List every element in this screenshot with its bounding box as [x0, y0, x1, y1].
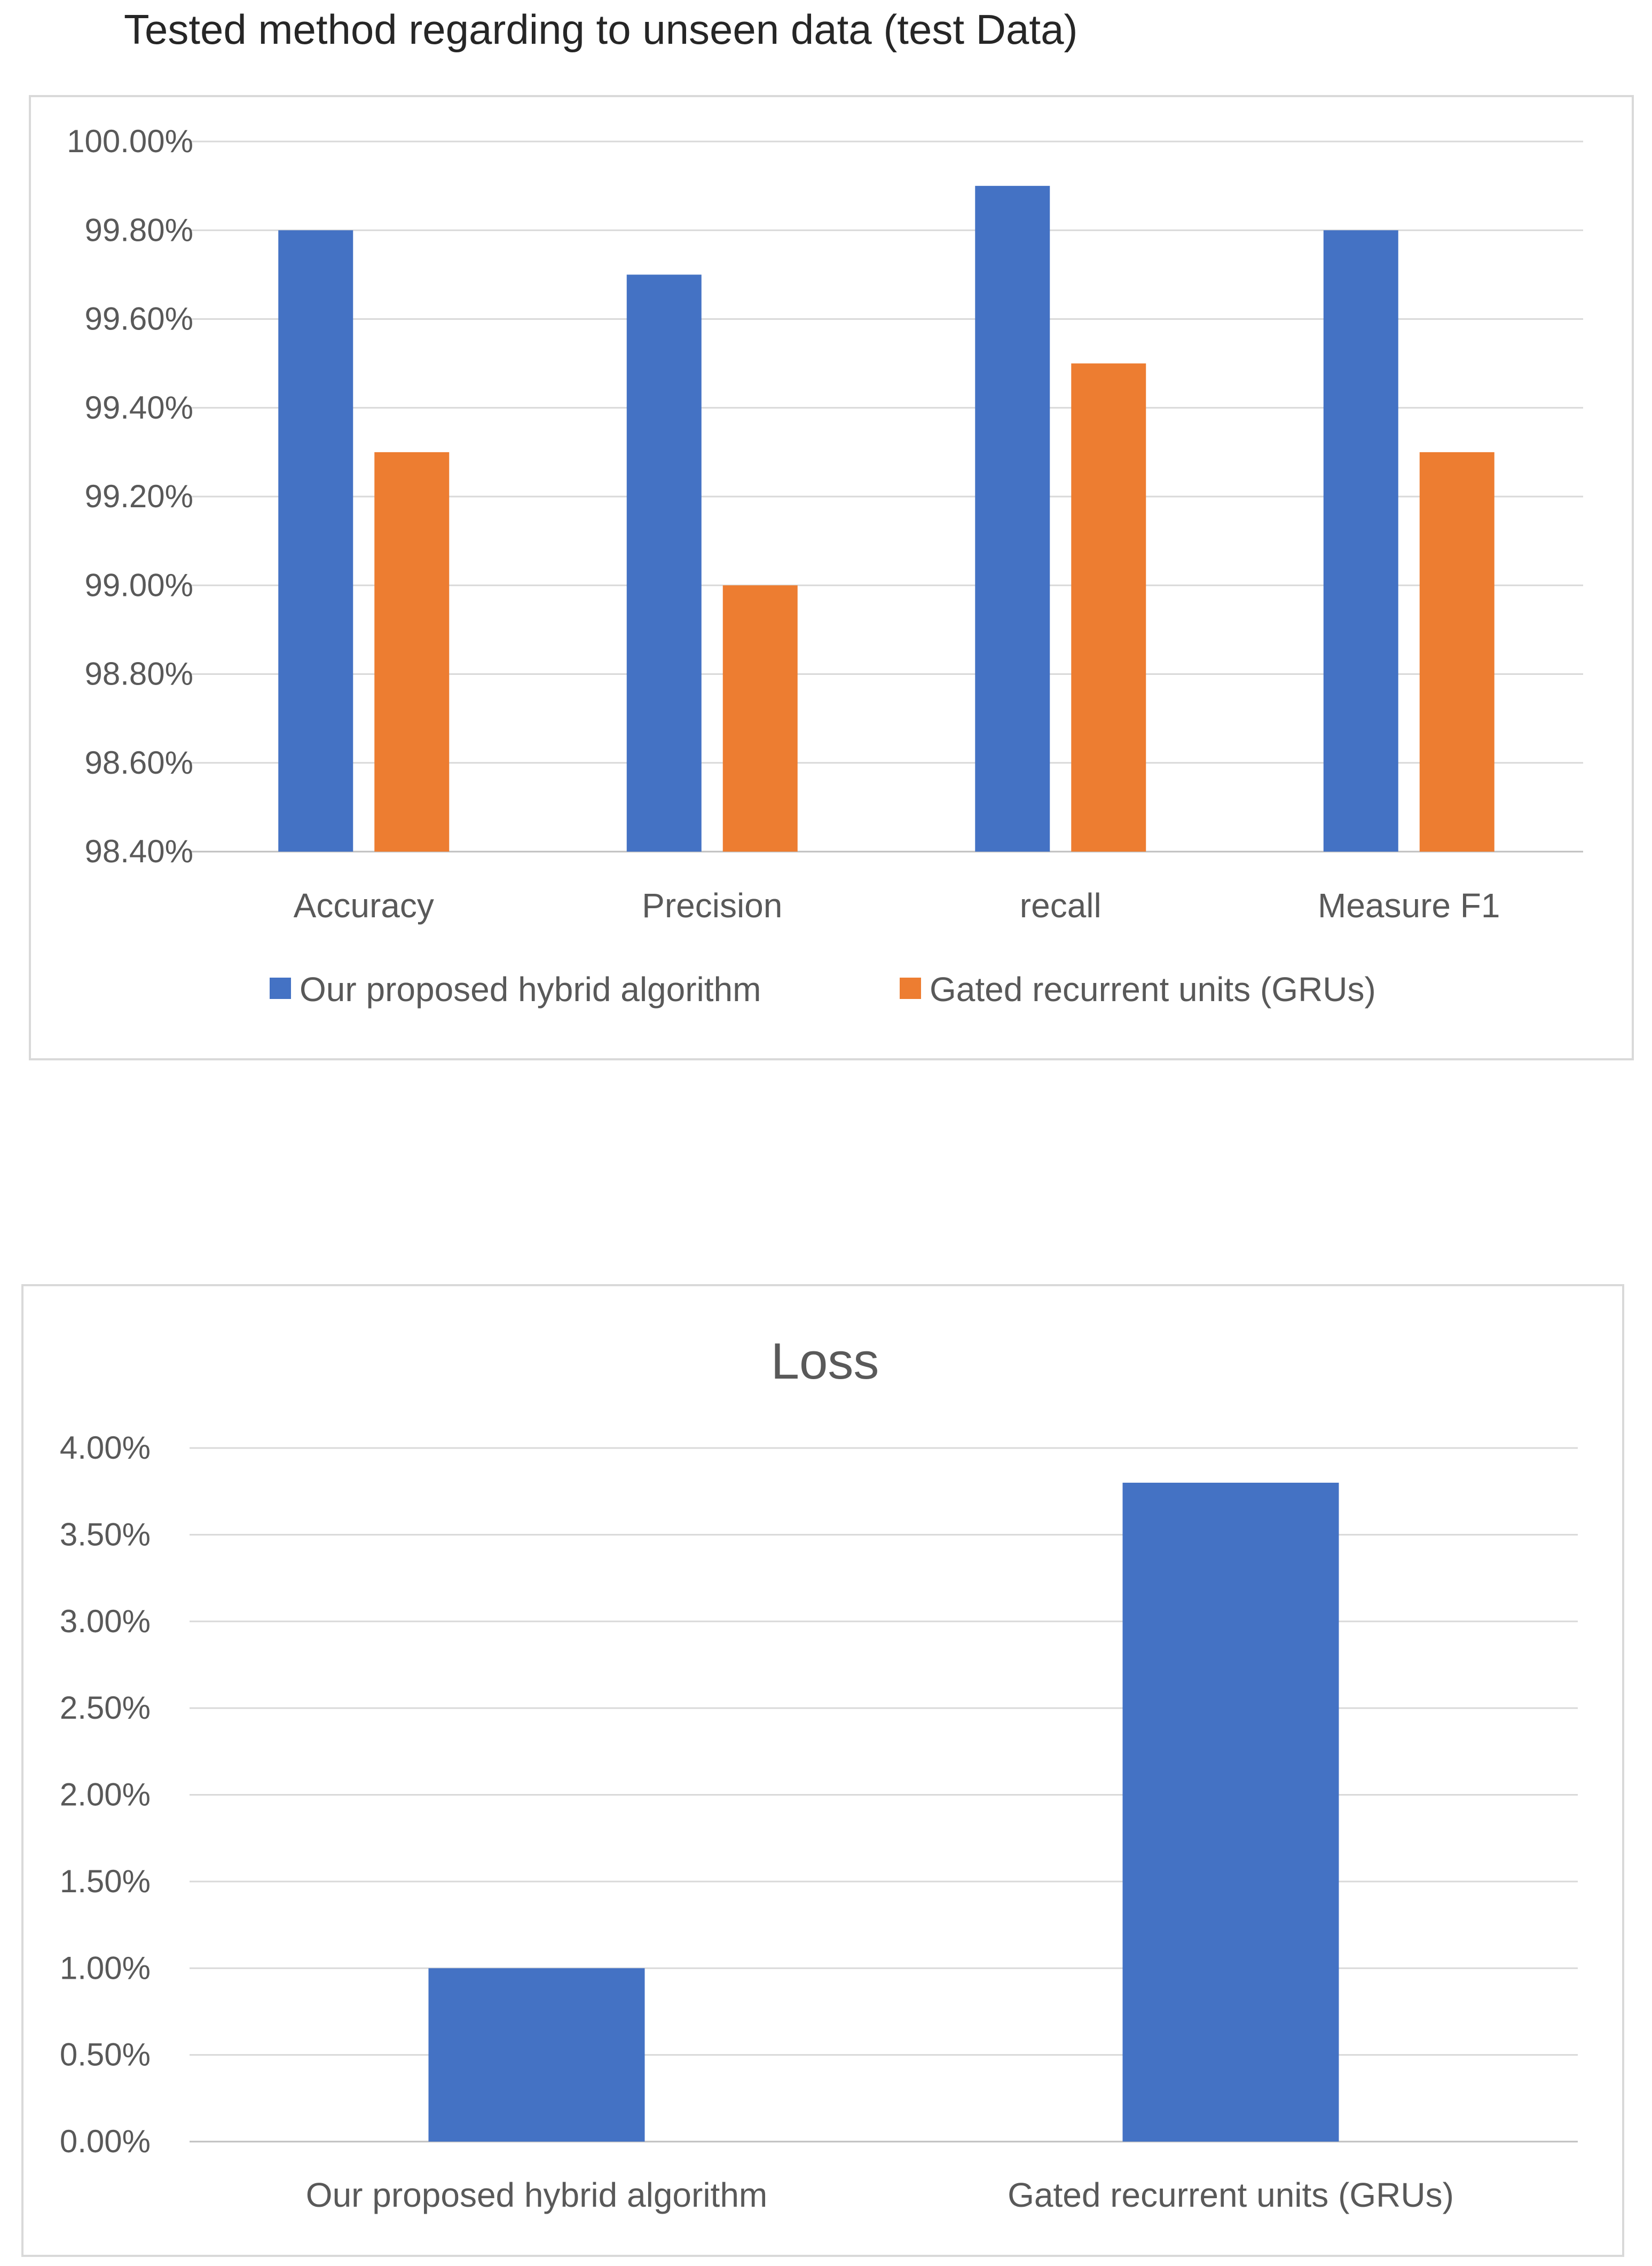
x-category-label: Accuracy: [294, 886, 434, 925]
legend-label-gated-recurrent-units-grus: Gated recurrent units (GRUs): [930, 970, 1376, 1009]
bar-gated-recurrent-units-grus-measure-f1: [1419, 452, 1494, 852]
y-tick-label: 98.80%: [85, 656, 194, 692]
y-tick-label: 3.00%: [60, 1603, 151, 1639]
y-tick-label: 0.00%: [60, 2123, 151, 2159]
y-tick-label: 100.00%: [67, 123, 193, 159]
bar-gated-recurrent-units-grus-accuracy: [374, 452, 450, 852]
bar-our-proposed-hybrid-algorithm-measure-f1: [1323, 230, 1398, 852]
bar-loss-our-proposed-hybrid-algorithm: [428, 1968, 645, 2142]
legend-label-our-proposed-hybrid-algorithm: Our proposed hybrid algorithm: [300, 970, 761, 1009]
bar-our-proposed-hybrid-algorithm-precision: [626, 274, 702, 852]
x-category-label: Our proposed hybrid algorithm: [306, 2176, 767, 2214]
bar-our-proposed-hybrid-algorithm-accuracy: [278, 230, 353, 852]
y-tick-label: 99.60%: [85, 301, 194, 337]
y-tick-label: 99.00%: [85, 567, 194, 603]
y-tick-label: 0.50%: [60, 2037, 151, 2073]
loss-chart-frame: [21, 1284, 1624, 2257]
metrics-bar-chart: 98.40% 98.60% 98.80% 99.00% 99.20% 99.40% 99.6…: [67, 123, 1583, 1009]
y-tick-label: 99.20%: [85, 478, 194, 514]
loss-bar-chart: 0.00% 0.50% 1.00% 1.50% 2.00% 2.50% 3.00% 3.50%…: [60, 1333, 1578, 2214]
y-tick-label: 1.50%: [60, 1863, 151, 1899]
y-tick-label: 1.00%: [60, 1950, 151, 1986]
x-category-label: Measure F1: [1318, 886, 1500, 925]
y-tick-label: 99.40%: [85, 390, 194, 426]
y-tick-label: 98.40%: [85, 833, 194, 869]
x-category-label: Precision: [642, 886, 782, 925]
y-tick-label: 3.50%: [60, 1516, 151, 1552]
bar-our-proposed-hybrid-algorithm-recall: [975, 186, 1050, 852]
y-tick-label: 2.00%: [60, 1777, 151, 1813]
chart-title: Loss: [771, 1333, 879, 1390]
y-tick-label: 2.50%: [60, 1690, 151, 1726]
page-title: Tested method regarding to unseen data (…: [124, 6, 1078, 53]
y-tick-label: 4.00%: [60, 1430, 151, 1466]
y-tick-label: 98.60%: [85, 745, 194, 781]
legend-swatch-our-proposed-hybrid-algorithm: [270, 978, 291, 999]
bar-gated-recurrent-units-grus-recall: [1071, 363, 1146, 852]
y-tick-label: 99.80%: [85, 212, 194, 248]
bar-loss-gated-recurrent-units-grus: [1122, 1482, 1339, 2142]
bar-gated-recurrent-units-grus-precision: [722, 585, 798, 852]
legend-swatch-gated-recurrent-units-grus: [900, 978, 921, 999]
x-category-label: Gated recurrent units (GRUs): [1008, 2176, 1454, 2214]
x-category-label: recall: [1020, 886, 1102, 925]
